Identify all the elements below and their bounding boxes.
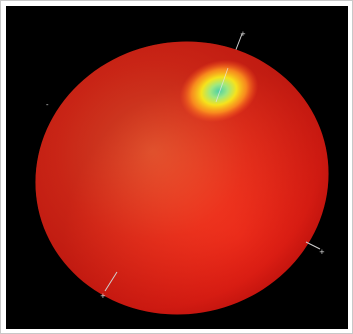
axis-line-lower-left [104, 271, 118, 292]
axis-tick-bottom-left: + [100, 292, 106, 300]
axis-tick-top-right: + [240, 30, 246, 38]
scene-svg: + - + + [35, 30, 329, 315]
pole-hotspot [179, 59, 259, 123]
render-viewport: + - + + [6, 6, 348, 329]
spheroid-body [35, 41, 329, 315]
axis-tick-right: + [319, 248, 325, 256]
axis-line-vertical-front [215, 67, 229, 103]
axis-tick-left: - [46, 101, 49, 109]
axis-line-right [305, 241, 321, 250]
